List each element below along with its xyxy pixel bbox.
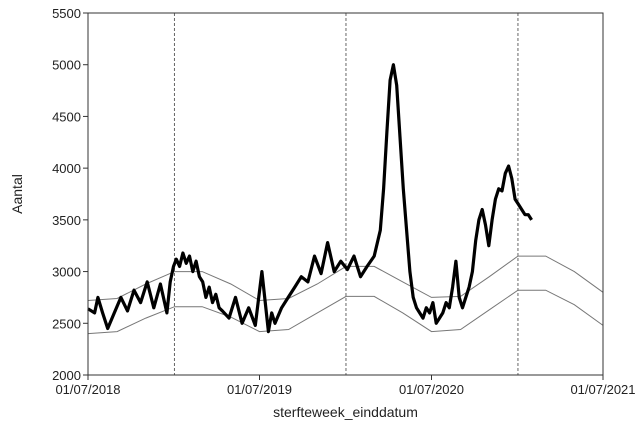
y-tick-label: 5000 — [52, 58, 81, 73]
y-tick-label: 2000 — [52, 368, 81, 383]
x-tick-label: 01/07/2021 — [570, 382, 635, 397]
observed-series — [87, 63, 533, 334]
y-tick-label: 4500 — [52, 109, 81, 124]
x-tick-label: 01/07/2018 — [55, 382, 120, 397]
x-axis-ticks: 01/07/2018 01/07/2019 01/07/2020 01/07/2021 — [55, 375, 636, 397]
y-tick-label: 3000 — [52, 265, 81, 280]
y-tick-label: 2500 — [52, 316, 81, 331]
y-axis-title: Aantal — [9, 174, 25, 214]
observed-line — [87, 63, 533, 334]
x-axis-title: sterfteweek_einddatum — [273, 404, 418, 420]
y-tick-label: 5500 — [52, 6, 81, 21]
x-tick-label: 01/07/2020 — [399, 382, 464, 397]
plot-frame — [87, 12, 604, 376]
reference-lines — [173, 13, 519, 375]
y-axis-ticks: 2000 2500 3000 3500 4000 4500 5000 5500 — [52, 6, 88, 383]
x-tick-label: 01/07/2019 — [227, 382, 292, 397]
y-tick-label: 3500 — [52, 213, 81, 228]
y-tick-label: 4000 — [52, 161, 81, 176]
band-lower-line — [87, 289, 604, 335]
